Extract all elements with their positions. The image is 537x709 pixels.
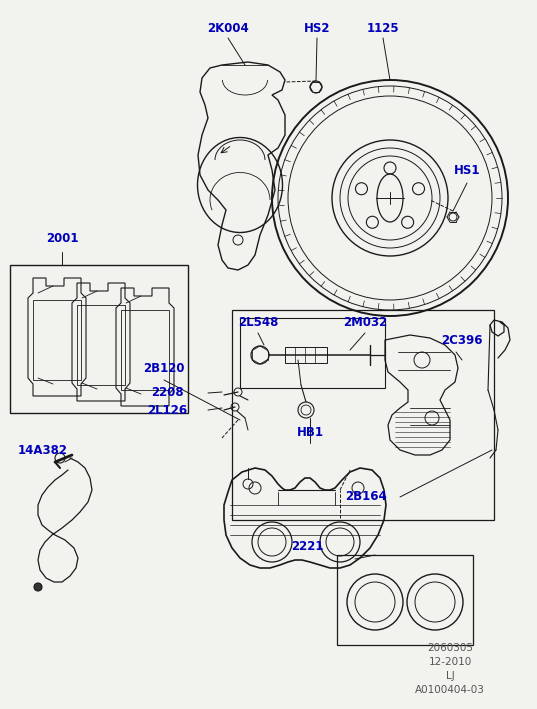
Text: 2L548: 2L548 bbox=[238, 316, 278, 328]
Circle shape bbox=[310, 81, 322, 93]
Text: 2M032: 2M032 bbox=[343, 316, 387, 328]
Text: LJ: LJ bbox=[446, 671, 454, 681]
Text: HS1: HS1 bbox=[454, 164, 480, 177]
Bar bbox=[232, 310, 494, 520]
Text: 2001: 2001 bbox=[46, 232, 78, 245]
Bar bbox=[337, 555, 473, 645]
Text: 2B120: 2B120 bbox=[143, 362, 185, 374]
Text: 1125: 1125 bbox=[367, 21, 400, 35]
Text: 2208: 2208 bbox=[151, 386, 183, 399]
Bar bbox=[10, 265, 188, 413]
Circle shape bbox=[34, 583, 42, 591]
Text: 2C396: 2C396 bbox=[441, 333, 483, 347]
Text: 14A382: 14A382 bbox=[18, 444, 68, 457]
Text: A0100404-03: A0100404-03 bbox=[415, 685, 485, 695]
Bar bbox=[33, 300, 81, 380]
Text: HB1: HB1 bbox=[296, 425, 323, 438]
Text: 2L126: 2L126 bbox=[147, 403, 187, 416]
Text: 2K004: 2K004 bbox=[207, 21, 249, 35]
Circle shape bbox=[251, 346, 269, 364]
Circle shape bbox=[298, 402, 314, 418]
Text: 2060305: 2060305 bbox=[427, 643, 473, 653]
Text: HS2: HS2 bbox=[304, 21, 330, 35]
Bar bbox=[121, 310, 169, 390]
Bar bbox=[285, 347, 327, 363]
Text: 12-2010: 12-2010 bbox=[429, 657, 471, 667]
Text: 2B164: 2B164 bbox=[345, 491, 387, 503]
Text: 2221: 2221 bbox=[291, 540, 323, 554]
Bar bbox=[240, 318, 385, 388]
Bar bbox=[77, 305, 125, 385]
